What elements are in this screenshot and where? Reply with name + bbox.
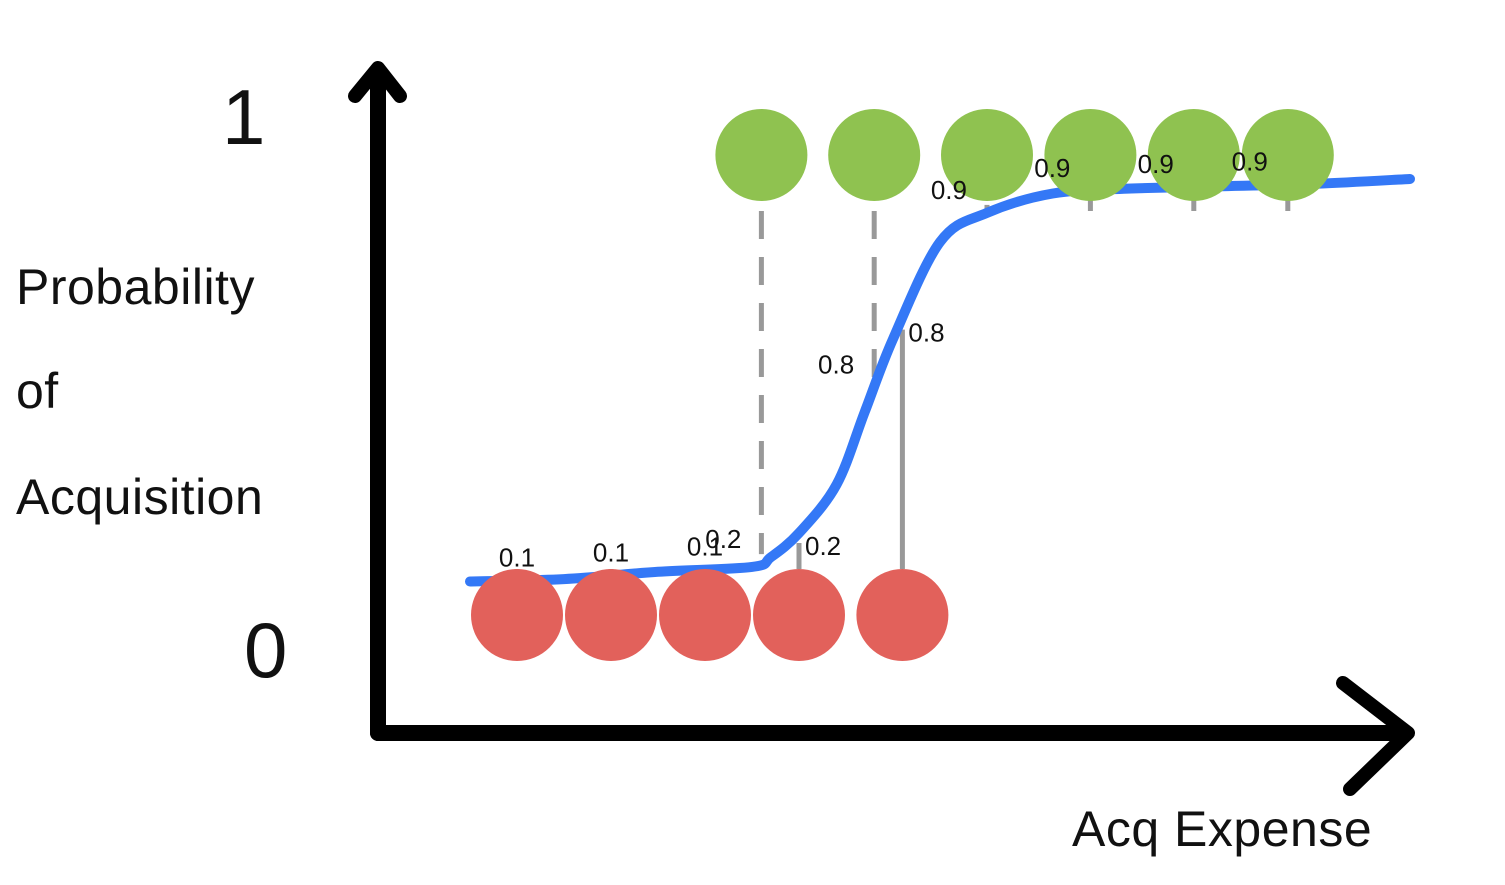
y-tick-1: 1 — [222, 73, 266, 161]
negative-point — [753, 569, 845, 661]
negative-point — [856, 569, 949, 661]
probability-label: 0.9 — [1232, 147, 1268, 177]
positive-point — [1044, 109, 1137, 201]
negative-point — [471, 569, 563, 661]
connector-lines — [514, 176, 1291, 591]
probability-label: 0.9 — [1138, 149, 1174, 179]
y-axis-label-line-1: Probability — [16, 259, 255, 315]
positive-point — [1147, 109, 1240, 201]
probability-label: 0.2 — [705, 524, 741, 554]
positive-point — [1241, 109, 1334, 201]
y-axis-arrowhead — [348, 61, 407, 103]
y-axis-label-line-3: Acquisition — [16, 469, 264, 525]
data-points — [471, 109, 1334, 661]
x-axis-label: Acq Expense — [1072, 801, 1373, 857]
negative-point — [565, 569, 657, 661]
probability-label: 0.8 — [908, 318, 944, 348]
probability-label: 0.9 — [931, 175, 967, 205]
probability-label: 0.2 — [805, 531, 841, 561]
negative-point — [659, 569, 751, 661]
y-axis-label-line-2: of — [16, 363, 59, 419]
x-axis-arrowhead — [1336, 676, 1415, 796]
probability-curve — [465, 173, 1415, 587]
probability-label: 0.1 — [593, 537, 629, 567]
probability-label: 0.8 — [818, 350, 854, 380]
probability-label: 0.1 — [499, 542, 535, 572]
y-tick-0: 0 — [244, 606, 288, 694]
probability-label: 0.9 — [1034, 153, 1070, 183]
data-labels: 0.1 0.1 0.10.2 0.20.80.80.90.9 0.9 0.9 — [499, 147, 1268, 573]
probability-label: 0.1 — [687, 531, 723, 561]
positive-point — [828, 109, 921, 201]
positive-point — [715, 109, 808, 201]
axes — [348, 61, 1415, 796]
positive-point — [941, 109, 1033, 201]
